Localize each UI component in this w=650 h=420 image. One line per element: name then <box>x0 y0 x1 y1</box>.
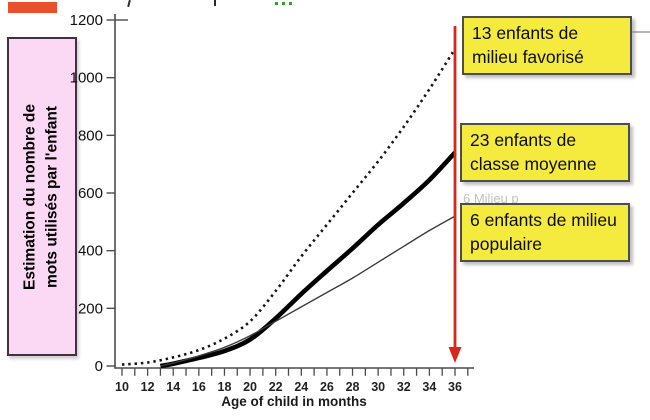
svg-text:32: 32 <box>397 380 411 394</box>
svg-text:16: 16 <box>192 380 206 394</box>
svg-text:0: 0 <box>95 358 103 375</box>
annotation-classe-moyenne: 23 enfants de classe moyenne <box>460 123 630 183</box>
top-left-red-bar <box>8 2 57 13</box>
svg-text:14: 14 <box>166 380 180 394</box>
svg-text:20: 20 <box>243 380 257 394</box>
annotation-milieu-favorise: 13 enfants de milieu favorisé <box>462 16 632 76</box>
svg-text:34: 34 <box>422 380 436 394</box>
svg-text:36: 36 <box>448 380 462 394</box>
svg-text:18: 18 <box>218 380 232 394</box>
svg-text:30: 30 <box>371 380 385 394</box>
data-curves <box>121 48 457 369</box>
svg-text:24: 24 <box>294 380 308 394</box>
svg-text:400: 400 <box>78 243 103 260</box>
svg-text:22: 22 <box>269 380 283 394</box>
svg-text:200: 200 <box>78 300 103 317</box>
annotation-milieu-populaire: 6 enfants de milieu populaire <box>460 203 630 263</box>
x-axis-title: Age of child in months <box>221 394 367 409</box>
y-axis-title-box: Estimation du nombre de mots utilisés pa… <box>7 37 77 356</box>
svg-text:28: 28 <box>346 380 360 394</box>
svg-text:26: 26 <box>320 380 334 394</box>
svg-text:12: 12 <box>141 380 155 394</box>
frame-line-fragment <box>630 31 650 33</box>
svg-text:1000: 1000 <box>70 70 103 87</box>
ghost-text: 6 Milieu p <box>463 191 519 206</box>
axes: 0 200 400 600 800 1000 1200 10 12 14 16 18 20 22 24 26 2… <box>70 12 474 394</box>
svg-text:10: 10 <box>115 380 129 394</box>
svg-text:1200: 1200 <box>70 12 103 29</box>
cropped-title-fragment <box>214 0 216 6</box>
cropped-title-green-mark <box>275 0 292 5</box>
svg-text:600: 600 <box>78 185 103 202</box>
svg-text:800: 800 <box>78 127 103 144</box>
red-down-arrow <box>448 26 462 363</box>
